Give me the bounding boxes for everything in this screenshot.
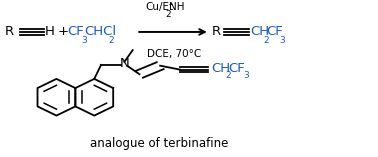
Text: CH: CH [211, 62, 230, 75]
Text: CF: CF [266, 25, 284, 38]
Text: 3: 3 [280, 36, 285, 45]
Text: analogue of terbinafine: analogue of terbinafine [90, 137, 228, 150]
Text: 2: 2 [263, 36, 269, 45]
Text: CH: CH [250, 25, 270, 38]
Text: CF: CF [229, 62, 245, 75]
Text: Cu/Et: Cu/Et [146, 2, 174, 12]
Text: H: H [45, 25, 55, 38]
Text: R: R [5, 25, 14, 38]
Text: 3: 3 [243, 71, 249, 80]
Text: R: R [212, 25, 221, 38]
Text: CF: CF [68, 25, 84, 38]
Text: 2: 2 [226, 71, 231, 80]
Text: 3: 3 [81, 36, 87, 45]
Text: NH: NH [169, 2, 184, 12]
Text: N: N [119, 57, 129, 70]
Text: DCE, 70°C: DCE, 70°C [147, 49, 201, 60]
Text: +: + [58, 25, 69, 38]
Text: 2: 2 [165, 10, 171, 19]
Text: 2: 2 [108, 36, 114, 45]
Text: CHCl: CHCl [84, 25, 116, 38]
